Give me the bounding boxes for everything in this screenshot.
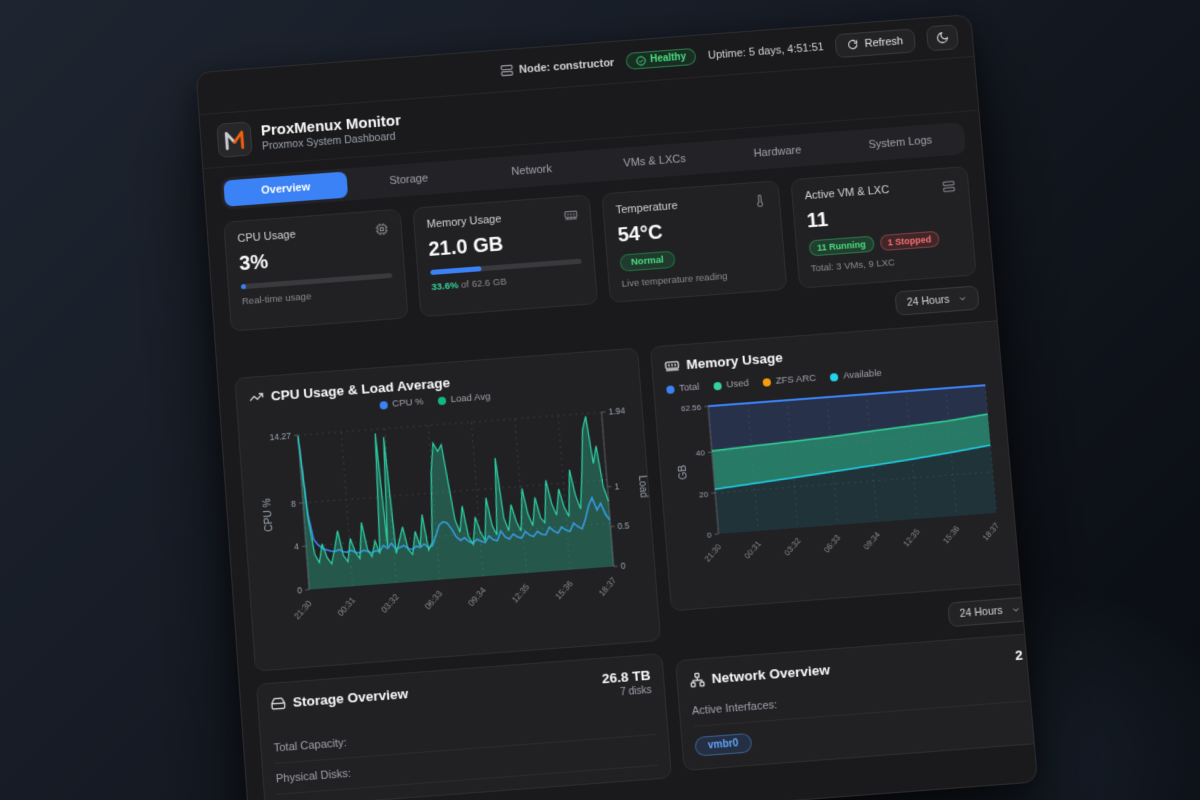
refresh-icon	[848, 39, 859, 50]
svg-text:09:34: 09:34	[466, 585, 488, 608]
top-status-bar: Node: constructor Healthy Uptime: 5 days…	[196, 15, 974, 116]
uptime-label: Uptime: 5 days, 4:51:51	[707, 40, 825, 62]
time-range-select[interactable]: 24 Hours	[894, 285, 980, 316]
svg-text:8: 8	[291, 498, 297, 509]
refresh-button[interactable]: Refresh	[834, 27, 917, 58]
memory-icon	[664, 358, 680, 374]
svg-text:62.56: 62.56	[680, 403, 701, 414]
vm-running-badge: 11 Running	[808, 235, 875, 257]
tab-system-logs[interactable]: System Logs	[868, 134, 933, 152]
svg-text:GB: GB	[677, 464, 689, 480]
svg-text:00:31: 00:31	[335, 595, 357, 618]
tab-storage[interactable]: Storage	[389, 172, 429, 188]
app-logo	[216, 121, 253, 158]
svg-text:0.5: 0.5	[617, 520, 630, 531]
cpu-usage-value: 3%	[238, 250, 270, 276]
svg-text:03:32: 03:32	[379, 591, 401, 614]
cpu-load-chart: 21:30 00:31 03:32 06:33 09:34 12:35 15:36 18:37…	[251, 394, 649, 662]
svg-text:1: 1	[614, 481, 620, 492]
svg-text:12:35: 12:35	[509, 582, 531, 605]
node-indicator: Node: constructor	[500, 56, 615, 78]
thermometer-icon	[752, 193, 767, 208]
memory-chart-title: Memory Usage	[685, 349, 784, 373]
cpu-icon	[374, 222, 389, 237]
svg-text:21:30: 21:30	[292, 598, 314, 621]
svg-text:20: 20	[699, 489, 709, 499]
network-interfaces-value: 2	[1014, 647, 1024, 664]
svg-text:1.94: 1.94	[608, 405, 626, 416]
storage-disks-value: 7 disks	[619, 684, 653, 699]
memory-chart-card: Memory Usage Total Used ZFS ARC Available 2…	[649, 319, 1030, 612]
storage-capacity-value: 26.8 TB	[601, 667, 652, 687]
temperature-status-badge: Normal	[619, 250, 676, 272]
servers-icon	[941, 179, 956, 194]
cpu-usage-card: CPU Usage 3% Real-time usage	[223, 208, 409, 332]
memory-chart: 21:30 00:31 03:32 06:33 09:34 12:35 15:36 18:37…	[667, 370, 1016, 601]
svg-text:00:31: 00:31	[742, 539, 763, 561]
svg-text:06:33: 06:33	[422, 588, 444, 611]
tab-vms-lxcs[interactable]: VMs & LXCs	[622, 152, 687, 170]
svg-text:CPU %: CPU %	[262, 498, 275, 532]
temperature-value: 54°C	[616, 221, 664, 247]
svg-text:40: 40	[695, 449, 705, 459]
dashboard-window: Node: constructor Healthy Uptime: 5 days…	[195, 14, 1039, 800]
svg-text:03:32: 03:32	[782, 536, 803, 558]
server-icon	[500, 64, 513, 77]
network-overview-card: Network Overview 2 Active Interfaces: vm…	[674, 633, 1039, 772]
time-range-select-memory[interactable]: 24 Hours	[947, 596, 1033, 628]
storage-title: Storage Overview	[292, 685, 409, 710]
svg-text:06:33: 06:33	[822, 533, 843, 555]
svg-text:15:36: 15:36	[553, 578, 575, 601]
network-icon	[689, 671, 705, 688]
moon-icon	[937, 32, 949, 44]
memory-usage-value: 21.0 GB	[427, 233, 505, 261]
svg-text:0: 0	[706, 530, 712, 540]
svg-text:14.27: 14.27	[269, 431, 291, 443]
app-header: ProxMenux Monitor Proxmox System Dashboa…	[199, 56, 979, 170]
node-label: Node: constructor	[518, 56, 615, 76]
proxmenux-m-icon	[224, 130, 244, 150]
vm-count-value: 11	[805, 208, 829, 233]
vm-stopped-badge: 1 Stopped	[879, 230, 940, 252]
storage-overview-card: Storage Overview 26.8 TB 7 disks Total C…	[255, 653, 672, 800]
network-interface-chip[interactable]: vmbr0	[694, 732, 753, 757]
memory-icon	[563, 207, 578, 222]
svg-text:Load: Load	[636, 475, 649, 498]
tab-hardware[interactable]: Hardware	[753, 144, 802, 160]
health-badge: Healthy	[625, 47, 697, 70]
svg-text:09:34: 09:34	[862, 530, 883, 552]
check-circle-icon	[636, 55, 646, 66]
tab-overview[interactable]: Overview	[223, 171, 349, 207]
memory-usage-card: Memory Usage 21.0 GB 33.6% of 62.6 GB	[412, 194, 599, 318]
chevron-down-icon	[1010, 604, 1021, 615]
svg-text:0: 0	[297, 585, 303, 596]
tab-network[interactable]: Network	[511, 163, 553, 179]
svg-text:4: 4	[294, 542, 300, 553]
svg-text:18:37: 18:37	[597, 575, 619, 598]
theme-toggle-button[interactable]	[925, 24, 959, 52]
svg-text:18:37: 18:37	[981, 521, 1001, 543]
svg-text:0: 0	[620, 560, 626, 571]
chevron-down-icon	[957, 293, 968, 304]
active-vm-card: Active VM & LXC 11 11 Running 1 Stopped …	[790, 165, 977, 289]
hard-drive-icon	[270, 695, 286, 712]
network-title: Network Overview	[711, 661, 831, 687]
svg-text:12:35: 12:35	[901, 527, 922, 549]
svg-text:15:36: 15:36	[941, 524, 961, 546]
temperature-card: Temperature 54°C Normal Live temperature…	[601, 180, 788, 303]
legend-item: CPU %	[378, 396, 424, 410]
trending-up-icon	[248, 389, 264, 405]
cpu-load-chart-card: CPU Usage & Load Average CPU % Load Avg 2…	[234, 347, 661, 672]
memory-percent: 33.6%	[431, 280, 459, 294]
svg-text:21:30: 21:30	[703, 542, 724, 564]
